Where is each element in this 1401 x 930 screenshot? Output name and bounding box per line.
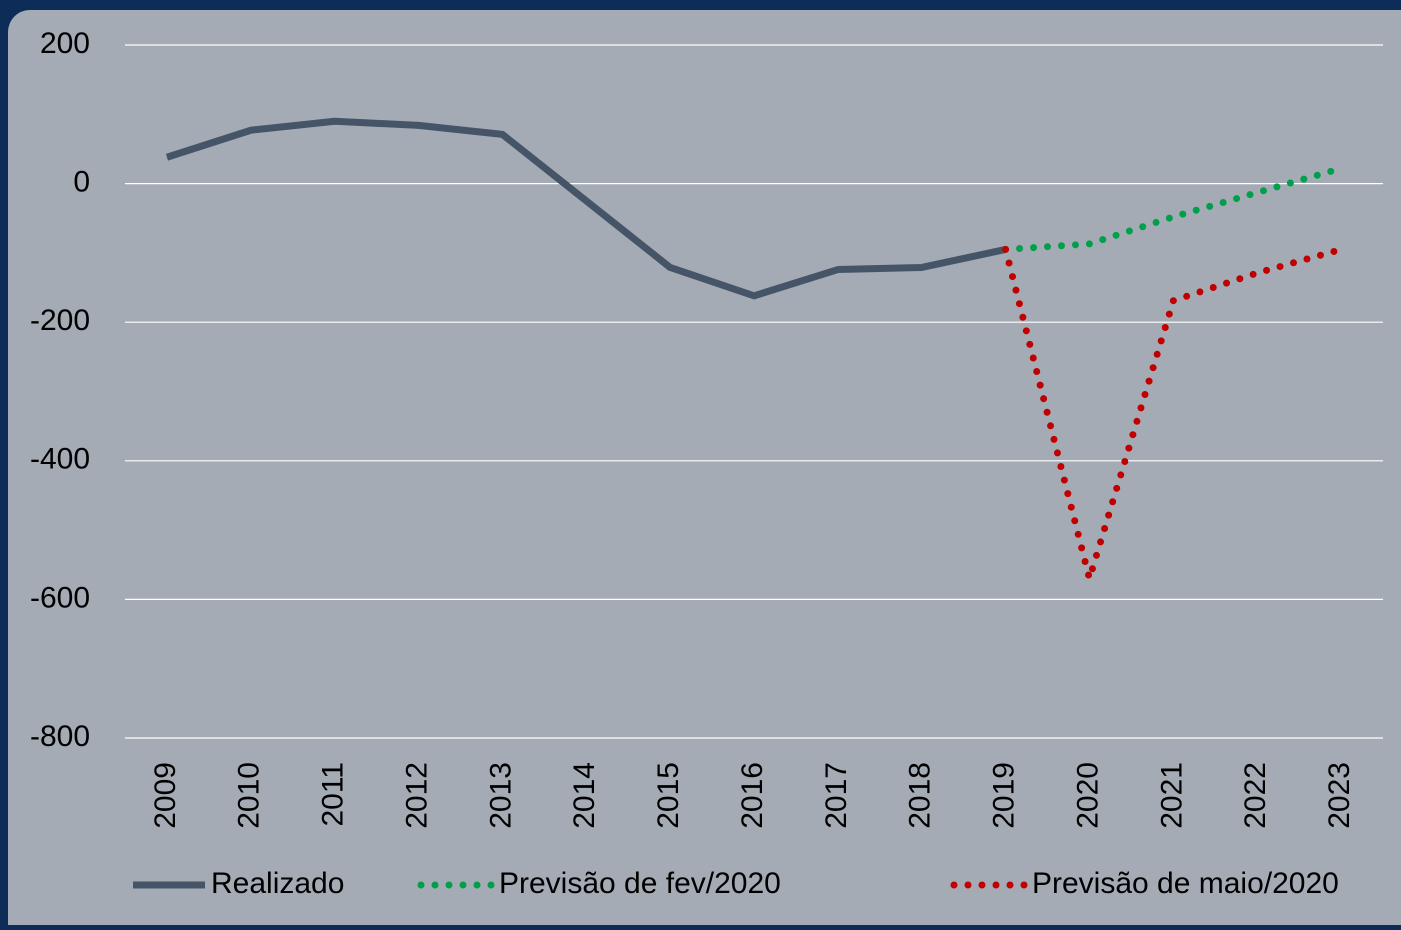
series-line [165, 117, 1007, 300]
x-tick-label: 2017 [820, 762, 853, 829]
legend-label: Previsão de maio/2020 [1032, 867, 1339, 900]
x-tick-label: 2021 [1155, 762, 1188, 829]
x-tick-label: 2020 [1071, 762, 1104, 829]
x-tick-label: 2022 [1239, 762, 1272, 829]
y-tick-label: -600 [30, 581, 90, 614]
x-tick-label: 2014 [568, 762, 601, 829]
legend-label: Previsão de fev/2020 [499, 867, 781, 900]
x-tick-label: 2015 [652, 762, 685, 829]
y-tick-label: -400 [30, 443, 90, 476]
series-line [1002, 245, 1345, 592]
y-tick-label: -200 [30, 304, 90, 337]
x-tick-label: 2023 [1323, 762, 1356, 829]
x-tick-label: 2018 [904, 762, 937, 829]
panel [8, 10, 1401, 930]
x-tick-label: 2011 [317, 762, 350, 827]
y-tick-label: 200 [40, 27, 90, 60]
y-tick-label: 0 [73, 166, 90, 199]
legend-label: Realizado [211, 867, 344, 900]
x-tick-label: 2019 [988, 762, 1021, 829]
x-tick-label: 2013 [484, 762, 517, 829]
x-tick-label: 2016 [736, 762, 769, 829]
x-tick-label: 2010 [233, 762, 266, 829]
y-tick-label: -800 [30, 720, 90, 753]
x-tick-label: 2012 [400, 762, 433, 829]
series-line [1002, 164, 1345, 253]
x-tick-label: 2009 [149, 762, 182, 829]
